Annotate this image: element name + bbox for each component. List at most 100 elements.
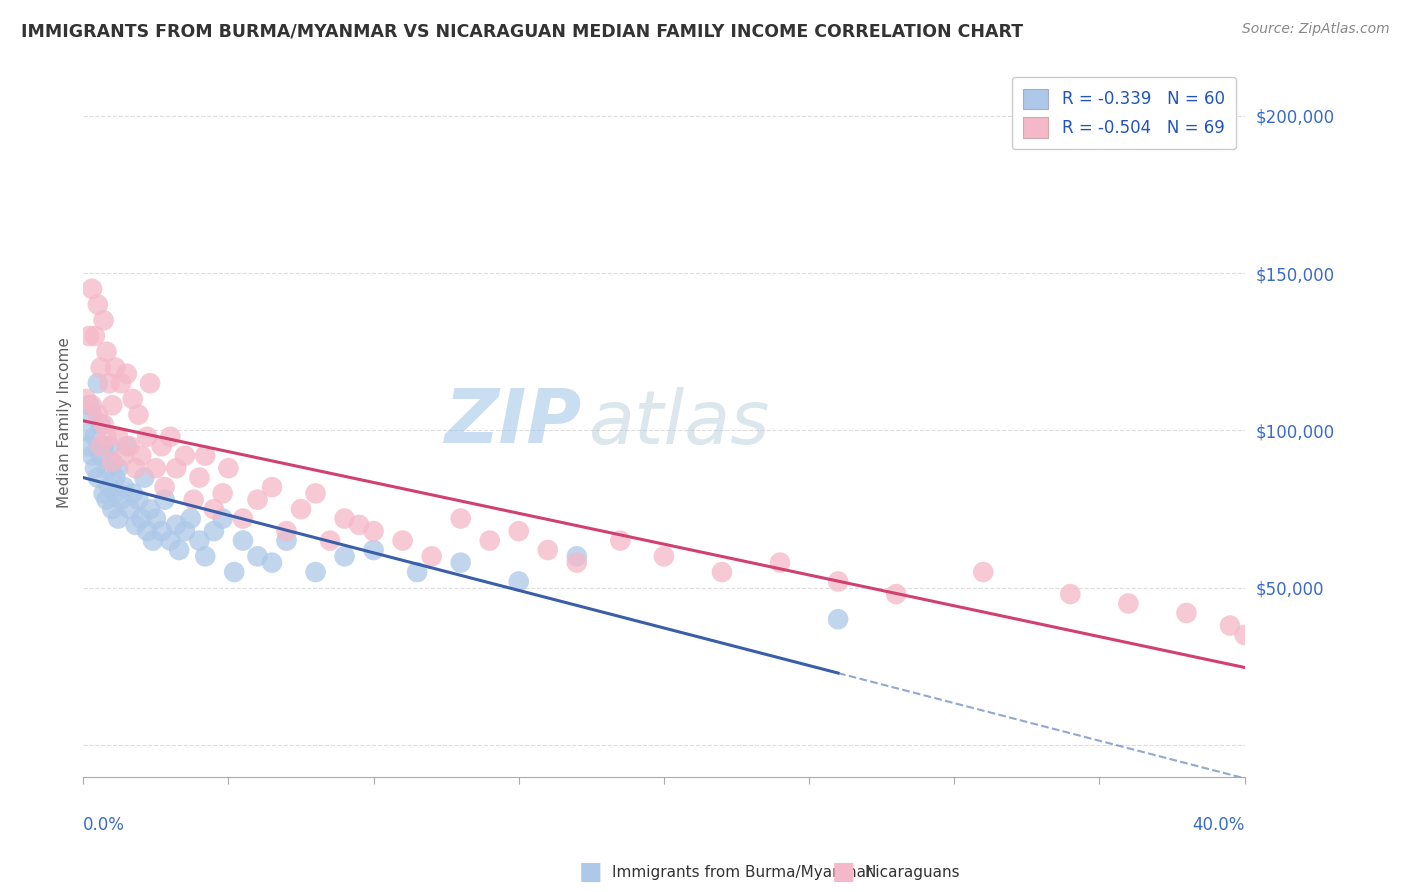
Point — [304, 486, 326, 500]
Point — [508, 524, 530, 538]
Point — [90, 449, 112, 463]
Point — [232, 511, 254, 525]
Point — [153, 480, 176, 494]
Point — [1059, 587, 1081, 601]
Point — [101, 455, 124, 469]
Point — [827, 612, 849, 626]
Point — [145, 461, 167, 475]
Point — [246, 492, 269, 507]
Point — [1118, 597, 1140, 611]
Text: Immigrants from Burma/Myanmar: Immigrants from Burma/Myanmar — [612, 865, 872, 880]
Point — [150, 439, 173, 453]
Point — [347, 517, 370, 532]
Point — [101, 398, 124, 412]
Point — [609, 533, 631, 548]
Point — [77, 439, 100, 453]
Point — [83, 329, 105, 343]
Point — [115, 439, 138, 453]
Point — [107, 430, 129, 444]
Point — [77, 398, 100, 412]
Point — [136, 524, 159, 538]
Point — [96, 461, 118, 475]
Text: ZIP: ZIP — [446, 386, 582, 459]
Point — [139, 376, 162, 391]
Point — [1233, 628, 1256, 642]
Point — [972, 565, 994, 579]
Point — [232, 533, 254, 548]
Point — [136, 430, 159, 444]
Point — [167, 543, 190, 558]
Point — [90, 417, 112, 431]
Point — [153, 492, 176, 507]
Point — [174, 524, 197, 538]
Point — [159, 430, 181, 444]
Point — [276, 524, 298, 538]
Point — [145, 511, 167, 525]
Point — [124, 517, 146, 532]
Point — [165, 517, 187, 532]
Point — [127, 492, 149, 507]
Text: Source: ZipAtlas.com: Source: ZipAtlas.com — [1241, 22, 1389, 37]
Point — [93, 417, 115, 431]
Text: atlas: atlas — [589, 386, 770, 458]
Point — [188, 470, 211, 484]
Point — [202, 524, 225, 538]
Point — [80, 282, 103, 296]
Point — [319, 533, 342, 548]
Point — [450, 556, 472, 570]
Point — [769, 556, 792, 570]
Point — [80, 398, 103, 412]
Point — [131, 511, 153, 525]
Point — [77, 329, 100, 343]
Point — [478, 533, 501, 548]
Point — [139, 502, 162, 516]
Point — [246, 549, 269, 564]
Legend: R = -0.339   N = 60, R = -0.504   N = 69: R = -0.339 N = 60, R = -0.504 N = 69 — [1011, 77, 1236, 149]
Point — [827, 574, 849, 589]
Point — [884, 587, 907, 601]
Point — [80, 408, 103, 422]
Point — [276, 533, 298, 548]
Point — [565, 549, 588, 564]
Point — [194, 449, 217, 463]
Point — [121, 392, 143, 406]
Point — [96, 344, 118, 359]
Point — [450, 511, 472, 525]
Point — [290, 502, 312, 516]
Point — [134, 470, 156, 484]
Point — [112, 449, 135, 463]
Point — [104, 360, 127, 375]
Text: IMMIGRANTS FROM BURMA/MYANMAR VS NICARAGUAN MEDIAN FAMILY INCOME CORRELATION CHA: IMMIGRANTS FROM BURMA/MYANMAR VS NICARAG… — [21, 22, 1024, 40]
Point — [115, 367, 138, 381]
Point — [260, 480, 283, 494]
Point — [202, 502, 225, 516]
Point — [90, 439, 112, 453]
Point — [420, 549, 443, 564]
Point — [118, 502, 141, 516]
Point — [96, 430, 118, 444]
Point — [98, 376, 121, 391]
Point — [211, 511, 233, 525]
Point — [121, 486, 143, 500]
Point — [1219, 618, 1241, 632]
Point — [508, 574, 530, 589]
Point — [333, 511, 356, 525]
Text: Nicaraguans: Nicaraguans — [865, 865, 960, 880]
Point — [159, 533, 181, 548]
Point — [363, 524, 385, 538]
Point — [165, 461, 187, 475]
Point — [87, 470, 110, 484]
Point — [363, 543, 385, 558]
Point — [1175, 606, 1198, 620]
Point — [101, 502, 124, 516]
Point — [93, 486, 115, 500]
Y-axis label: Median Family Income: Median Family Income — [58, 337, 72, 508]
Point — [710, 565, 733, 579]
Point — [118, 439, 141, 453]
Point — [124, 461, 146, 475]
Point — [87, 376, 110, 391]
Point — [75, 392, 97, 406]
Point — [183, 492, 205, 507]
Point — [565, 556, 588, 570]
Text: ■: ■ — [832, 861, 855, 884]
